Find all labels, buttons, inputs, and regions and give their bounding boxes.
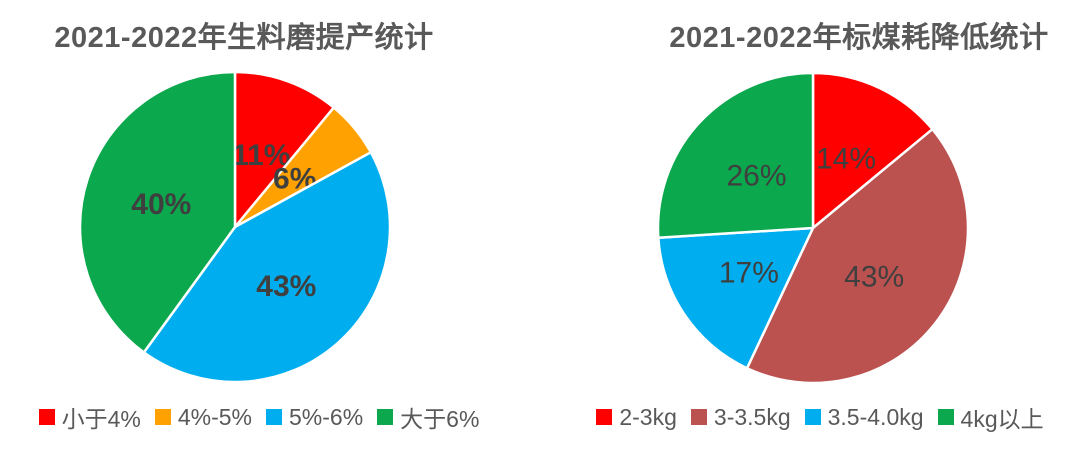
legend-item-5%-6%: 5%-6%	[266, 404, 363, 431]
pie-slice-label-大于6%: 40%	[131, 188, 191, 221]
pie-slice-5%-6%	[142, 151, 392, 384]
legend-label: 大于6%	[400, 406, 480, 432]
legend-item-3.5-4.0kg: 3.5-4.0kg	[804, 403, 924, 431]
legend-swatch-icon	[937, 409, 954, 425]
legend-swatch-icon	[377, 409, 394, 425]
legend-item-大于6%: 大于6%	[377, 400, 479, 434]
legend-item-4%-5%: 4%-5%	[154, 403, 252, 431]
legend-item-3-3.5kg: 3-3.5kg	[690, 403, 791, 431]
pie-chart-right: 14% 43% 17% 26%	[656, 71, 970, 385]
legend-swatch-icon	[804, 409, 821, 425]
chart-raw-mill-production: 2021-2022年生料磨提产统计 11% 6% 43% 40% 小于4% 4%-5% 5…	[0, 22, 529, 434]
pie-slice-label-4kg以上: 26%	[726, 160, 786, 193]
legend-swatch-icon	[266, 409, 282, 425]
legend-item-2-3kg: 2-3kg	[596, 404, 677, 431]
pie-slice-3.5-4.0kg	[657, 226, 815, 370]
legend-swatch-icon	[154, 409, 171, 425]
pie-slice-大于6%	[78, 70, 237, 354]
legend-label: 小于4%	[61, 406, 141, 432]
chart-title-left: 2021-2022年生料磨提产统计	[54, 22, 434, 54]
legend-left: 小于4% 4%-5% 5%-6% 大于6%	[0, 400, 529, 434]
chart-coal-consumption-reduction: 2021-2022年标煤耗降低统计 14% 43% 17% 26% 2-3kg 3-3.…	[540, 0, 1080, 456]
pie-slice-label-3-3.5kg: 43%	[844, 260, 904, 293]
pie-slice-4kg以上	[656, 71, 815, 239]
legend-label: 2-3kg	[619, 403, 677, 430]
legend-label: 4kg以上	[960, 406, 1044, 432]
pie-slice-label-5%-6%: 43%	[256, 270, 316, 303]
legend-item-小于4%: 小于4%	[38, 400, 141, 434]
legend-label: 3.5-4.0kg	[827, 403, 924, 430]
legend-label: 5%-6%	[289, 403, 364, 430]
pie-slice-label-2-3kg: 14%	[816, 143, 876, 176]
pie-slice-label-3.5-4.0kg: 17%	[719, 256, 779, 289]
chart-title-right: 2021-2022年标煤耗降低统计	[669, 22, 1049, 54]
pie-slice-label-小于4%: 11%	[232, 139, 290, 172]
pie-slice-3-3.5kg	[745, 127, 970, 385]
legend-swatch-icon	[38, 409, 55, 425]
legend-label: 4%-5%	[177, 403, 252, 430]
legend-label: 3-3.5kg	[713, 403, 791, 430]
pie-chart-left: 11%6%43%40%	[78, 70, 392, 384]
legend-swatch-icon	[596, 409, 613, 425]
legend-swatch-icon	[690, 409, 707, 425]
legend-right: 2-3kg 3-3.5kg 3.5-4.0kg 4kg以上	[550, 400, 1080, 434]
pie-slice-小于4%	[233, 70, 336, 229]
legend-item-4kg以上: 4kg以上	[937, 400, 1044, 434]
pie-slice-2-3kg	[811, 71, 934, 230]
